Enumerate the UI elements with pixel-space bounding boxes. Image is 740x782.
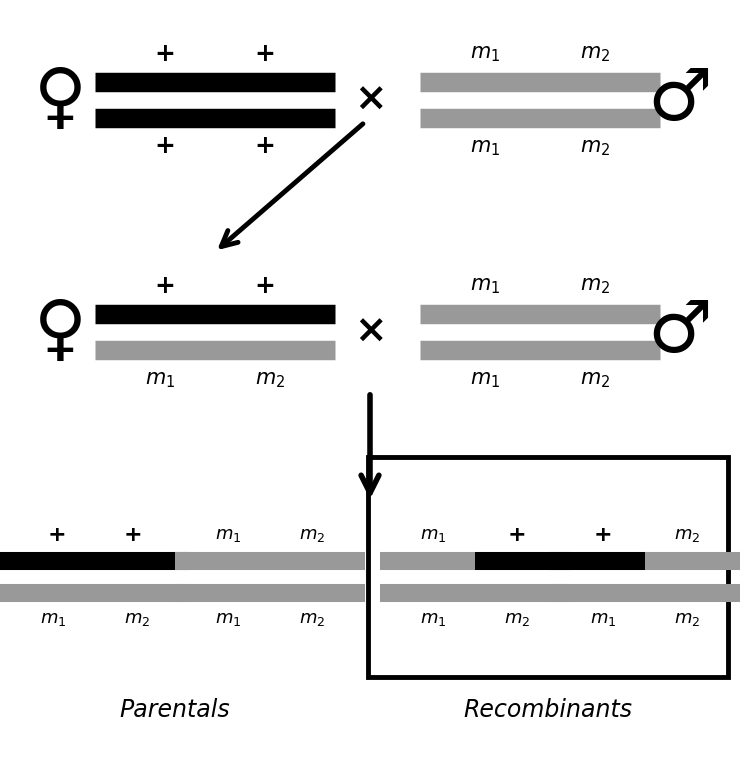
Text: +: + [47, 525, 67, 545]
Text: Recombinants: Recombinants [463, 698, 633, 722]
Text: +: + [255, 42, 275, 66]
Text: ♀: ♀ [33, 66, 87, 135]
Text: +: + [508, 525, 526, 545]
Text: Parentals: Parentals [120, 698, 230, 722]
Text: $\mathit{m}_{2}$: $\mathit{m}_{2}$ [299, 610, 325, 628]
Text: ♂: ♂ [648, 66, 713, 135]
Text: +: + [155, 42, 175, 66]
Text: $\mathit{m}_{1}$: $\mathit{m}_{1}$ [470, 44, 500, 64]
Text: $\mathit{m}_{2}$: $\mathit{m}_{2}$ [580, 44, 610, 64]
Text: ×: × [354, 81, 386, 119]
Text: +: + [124, 525, 142, 545]
Text: $\mathit{m}_{1}$: $\mathit{m}_{1}$ [470, 138, 500, 158]
Text: $\mathit{m}_{2}$: $\mathit{m}_{2}$ [580, 370, 610, 390]
Text: $\mathit{m}_{1}$: $\mathit{m}_{1}$ [215, 610, 241, 628]
Text: $\mathit{m}_{1}$: $\mathit{m}_{1}$ [40, 610, 66, 628]
Text: $\mathit{m}_{2}$: $\mathit{m}_{2}$ [504, 610, 530, 628]
Text: $\mathit{m}_{1}$: $\mathit{m}_{1}$ [420, 526, 446, 544]
Text: $\mathit{m}_{2}$: $\mathit{m}_{2}$ [124, 610, 150, 628]
Text: $\mathit{m}_{1}$: $\mathit{m}_{1}$ [145, 370, 175, 390]
Bar [368, 457, 728, 677]
Text: +: + [155, 274, 175, 298]
Text: $\mathit{m}_{1}$: $\mathit{m}_{1}$ [215, 526, 241, 544]
Text: $\mathit{m}_{2}$: $\mathit{m}_{2}$ [580, 138, 610, 158]
Text: $\mathit{m}_{2}$: $\mathit{m}_{2}$ [255, 370, 285, 390]
Text: $\mathit{m}_{2}$: $\mathit{m}_{2}$ [674, 526, 700, 544]
Text: +: + [155, 134, 175, 158]
Text: $\mathit{m}_{1}$: $\mathit{m}_{1}$ [590, 610, 616, 628]
Text: $\mathit{m}_{2}$: $\mathit{m}_{2}$ [580, 276, 610, 296]
Text: $\mathit{m}_{1}$: $\mathit{m}_{1}$ [420, 610, 446, 628]
Text: $\mathit{m}_{2}$: $\mathit{m}_{2}$ [299, 526, 325, 544]
Text: ♀: ♀ [33, 297, 87, 367]
Text: +: + [593, 525, 612, 545]
Text: +: + [255, 274, 275, 298]
Text: ♂: ♂ [648, 297, 713, 367]
Text: ×: × [354, 313, 386, 351]
Text: $\mathit{m}_{1}$: $\mathit{m}_{1}$ [470, 276, 500, 296]
Text: +: + [255, 134, 275, 158]
Text: $\mathit{m}_{2}$: $\mathit{m}_{2}$ [674, 610, 700, 628]
Text: $\mathit{m}_{1}$: $\mathit{m}_{1}$ [470, 370, 500, 390]
